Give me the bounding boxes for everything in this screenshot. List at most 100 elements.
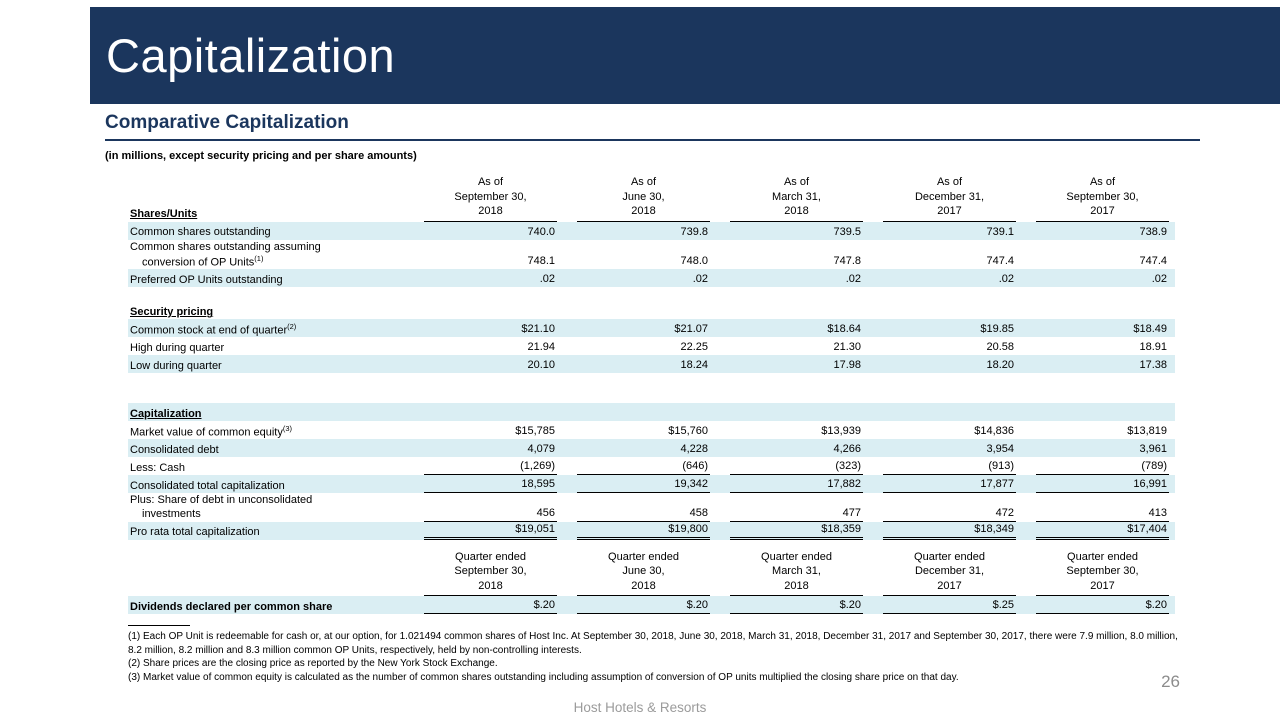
value-cell: $18.49 [1022,319,1175,338]
row-label: Market value of common equity(3) [128,421,410,439]
table-row: High during quarter 21.94 22.25 21.30 20.58 1… [128,337,1175,355]
empty-cell [716,301,869,319]
column-header-line: 2018 [631,205,656,218]
empty-cell [1022,403,1175,422]
value-cell: $.25 [869,596,1022,615]
value-cell: $.20 [563,596,716,615]
value-text: $13,819 [1127,425,1167,438]
value-cell: 17,877 [869,475,1022,494]
capitalization-table-body: Shares/Units As of September 30, 2018 As of J… [128,175,1175,615]
column-header-text: As of March 31, 2018 [730,175,863,222]
value-cell: $17,404 [1022,521,1175,540]
column-header-line: June 30, [622,565,665,578]
column-header: As of September 30, 2018 [410,175,563,222]
table-row: Common stock at end of quarter(2) $21.10 $… [128,319,1175,338]
row-label [128,550,410,597]
empty-cell [716,403,869,422]
value-text: (913) [883,459,1016,476]
value-text: 740.0 [527,225,555,238]
empty-cell [563,301,716,319]
value-text: 747.8 [833,255,861,268]
value-cell: .02 [410,269,563,288]
column-header-text: Quarter ended March 31, 2018 [730,550,863,597]
table-row: Capitalization [128,403,1175,422]
value-cell: 413 [1022,493,1175,522]
value-cell: 739.1 [869,221,1022,240]
row-label-line: Pro rata total capitalization [130,526,260,539]
footnote-ref: (2) [287,321,297,331]
table-row: Pro rata total capitalization $19,051 $19,… [128,521,1175,540]
column-header: Quarter ended March 31, 2018 [716,550,869,597]
row-label: Security pricing [128,301,410,319]
row-label-line: Low during quarter [130,360,222,373]
row-label-line: conversion of OP Units(1) [142,253,264,269]
column-header-line: 2018 [784,579,809,592]
value-text: 21.94 [527,341,555,354]
value-cell: $21.10 [410,319,563,338]
column-header-line: December 31, [914,565,985,578]
value-text: .02 [998,273,1014,286]
value-text: $.20 [1036,598,1169,615]
value-cell: $.20 [410,596,563,615]
column-header: Quarter ended June 30, 2018 [563,550,716,597]
units-note: (in millions, except security pricing an… [105,150,417,162]
value-text: 18.91 [1139,341,1167,354]
value-cell: 18,595 [410,475,563,494]
column-header-line: As of [1089,176,1116,188]
footnotes: (1) Each OP Unit is redeemable for cash … [105,630,1205,684]
value-text: $18,349 [883,522,1016,540]
row-label-line: Plus: Share of debt in unconsolidated [130,494,313,507]
value-cell: (323) [716,457,869,476]
row-label: Common stock at end of quarter(2) [128,319,410,338]
value-cell: 456 [410,493,563,522]
value-cell: $21.07 [563,319,716,338]
table-row: Market value of common equity(3) $15,785 $… [128,421,1175,439]
value-cell: 18.91 [1022,337,1175,355]
value-cell: 18.20 [869,355,1022,374]
value-text: 413 [1036,506,1169,522]
value-text: 747.4 [986,255,1014,268]
value-text: 456 [424,506,557,522]
column-header-text: As of December 31, 2017 [883,175,1016,222]
row-label: Low during quarter [128,355,410,374]
value-text: $19.85 [980,323,1014,336]
value-cell: 16,991 [1022,475,1175,494]
value-text: $14,836 [974,425,1014,438]
column-header-line: Quarter ended [761,550,832,563]
value-text: 4,266 [833,443,861,456]
spacer-cell [128,287,1175,302]
value-text: 20.10 [527,359,555,372]
value-text: $.25 [883,598,1016,615]
value-cell: 18.24 [563,355,716,374]
column-header-text: As of September 30, 2018 [424,175,557,222]
footnote-separator [128,625,190,627]
value-cell: 738.9 [1022,221,1175,240]
value-cell: 19,342 [563,475,716,494]
value-text: $18.64 [827,323,861,336]
value-cell: .02 [716,269,869,288]
row-label-line: High during quarter [130,342,225,355]
value-text: 18.20 [986,359,1014,372]
value-text: 477 [730,506,863,522]
column-header-line: Quarter ended [1067,550,1138,563]
empty-cell [1022,301,1175,319]
value-text: 17,877 [883,477,1016,494]
value-cell: 472 [869,493,1022,522]
value-cell: 747.8 [716,240,869,270]
column-header-text: Quarter ended September 30, 2018 [424,550,557,597]
value-text: 4,079 [527,443,555,456]
value-text: (323) [730,459,863,476]
value-cell: 747.4 [869,240,1022,270]
value-text: (1,269) [424,459,557,476]
value-text: 16,991 [1036,477,1169,494]
value-cell: $18,359 [716,521,869,540]
column-header-text: As of September 30, 2017 [1036,175,1169,222]
value-text: 747.4 [1139,255,1167,268]
table-row: Plus: Share of debt in unconsolidated inv… [128,493,1175,522]
footnote-ref: (1) [254,253,264,263]
column-header-line: March 31, [772,190,821,203]
value-text: 17,882 [730,477,863,494]
column-header-line: As of [477,176,504,188]
value-text: 3,961 [1139,443,1167,456]
column-header-line: September 30, [454,565,527,578]
